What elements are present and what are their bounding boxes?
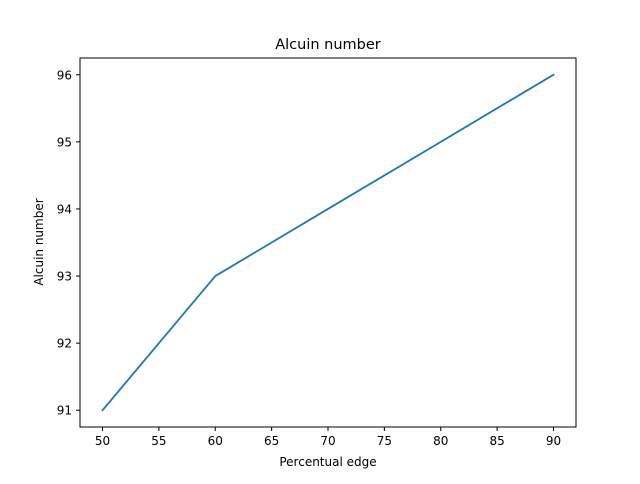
y-tick-label: 94 xyxy=(57,202,72,216)
x-tick-label: 65 xyxy=(264,434,279,448)
y-tick-label: 91 xyxy=(57,404,72,418)
x-tick-label: 80 xyxy=(433,434,448,448)
y-tick-label: 95 xyxy=(57,135,72,149)
chart-title: Alcuin number xyxy=(275,37,381,53)
x-tick-label: 70 xyxy=(320,434,335,448)
series-line-0 xyxy=(101,73,555,412)
y-tick-label: 96 xyxy=(57,68,72,82)
plot-area: 50 55 60 65 70 75 80 85 90 91 92 93 94 95 96 xyxy=(57,57,577,448)
y-axis-label: Alcuin number xyxy=(32,198,46,285)
x-tick-label: 55 xyxy=(151,434,166,448)
y-tick-label: 93 xyxy=(57,270,72,284)
x-tick-label: 75 xyxy=(377,434,392,448)
y-tick-label: 92 xyxy=(57,337,72,351)
x-axis-label: Percentual edge xyxy=(279,455,376,469)
x-tick-label: 85 xyxy=(489,434,504,448)
x-tick-label: 50 xyxy=(95,434,110,448)
x-tick-label: 60 xyxy=(208,434,223,448)
x-tick-label: 90 xyxy=(546,434,561,448)
